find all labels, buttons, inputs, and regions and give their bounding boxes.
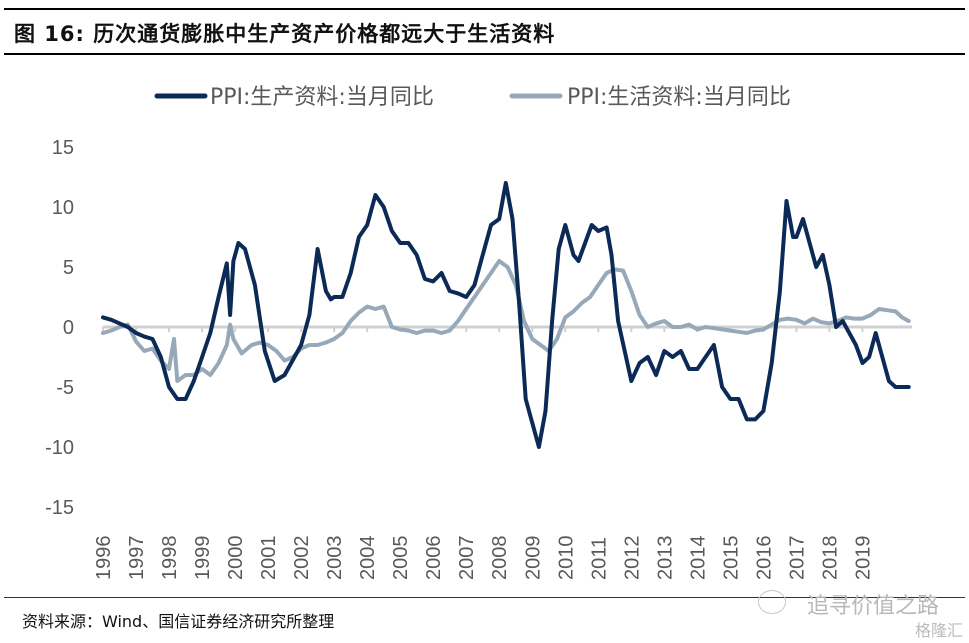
x-tick-label: 2008 [489, 536, 511, 581]
y-tick-label: -15 [45, 497, 74, 519]
x-tick-label: 1996 [93, 536, 115, 581]
x-tick-label: 2006 [423, 536, 445, 581]
series-line-producer [101, 181, 911, 449]
source-top-rule [4, 597, 965, 598]
legend-label-consumer: PPI:生活资料:当月同比 [567, 85, 791, 110]
title-top-rule [4, 8, 965, 10]
y-tick-label: -10 [45, 437, 74, 459]
x-tick-label: 1998 [159, 536, 181, 581]
x-tick-label: 2019 [852, 536, 874, 581]
x-tick-label: 2009 [522, 536, 544, 581]
watermark-logo: 格隆汇 [914, 621, 963, 640]
y-tick-label: 10 [52, 197, 74, 219]
x-axis: 1996 1997 1998 1999 2000 2001 2002 2003 2004 2005… [93, 325, 912, 581]
x-tick-label: 2011 [588, 537, 610, 580]
figure-title: 图 16: 历次通货膨胀中生产资产价格都远大于生活资料 [14, 22, 556, 46]
y-tick-label: 0 [63, 317, 74, 339]
x-tick-label: 2017 [786, 536, 808, 581]
x-tick-label: 1999 [192, 536, 214, 581]
x-tick-label: 2000 [225, 536, 247, 581]
y-tick-label: 15 [52, 137, 74, 159]
y-axis: 15 10 5 0 -5 -10 -15 [45, 137, 74, 519]
x-tick-label: 2005 [390, 536, 412, 581]
legend-label-producer: PPI:生产资料:当月同比 [210, 85, 434, 110]
line-chart: PPI:生产资料:当月同比 PPI:生活资料:当月同比 15 10 5 0 -5 -10 -… [45, 85, 912, 581]
x-tick-label: 1997 [126, 536, 148, 581]
title-bottom-rule [4, 53, 965, 55]
x-tick-label: 2013 [654, 536, 676, 581]
series-group [101, 181, 911, 449]
y-tick-label: 5 [63, 257, 74, 279]
x-tick-label: 2014 [687, 536, 709, 581]
x-tick-label: 2012 [621, 536, 643, 581]
x-tick-label: 2016 [753, 536, 775, 581]
x-tick-label: 2003 [324, 536, 346, 581]
x-tick-label: 2015 [720, 536, 742, 581]
x-tick-label: 2010 [555, 536, 577, 581]
source-note: 资料来源：Wind、国信证券经济研究所整理 [22, 612, 335, 631]
y-tick-label: -5 [56, 377, 74, 399]
wechat-icon [758, 590, 786, 614]
x-tick-label: 2004 [357, 536, 379, 581]
watermark-text: 追寻价值之路 [806, 594, 939, 619]
x-tick-label: 2018 [819, 536, 841, 581]
x-tick-label: 2001 [258, 536, 280, 581]
x-tick-label: 2007 [456, 536, 478, 581]
legend: PPI:生产资料:当月同比 PPI:生活资料:当月同比 [154, 85, 791, 110]
x-tick-label: 2002 [291, 536, 313, 581]
